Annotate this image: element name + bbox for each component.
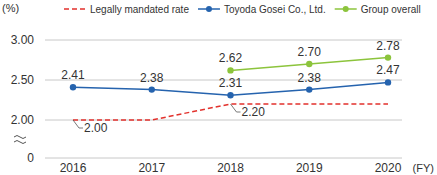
axis-break xyxy=(14,136,26,139)
x-tick-label: 2017 xyxy=(138,161,165,175)
legend-marker xyxy=(206,6,212,12)
grid-line xyxy=(45,40,402,41)
data-label: 2.00 xyxy=(84,121,108,135)
x-tick-label: 2020 xyxy=(375,161,402,175)
data-label: 2.38 xyxy=(140,71,164,85)
legend-swatch xyxy=(64,8,86,10)
y-tick-label: 0 xyxy=(27,151,34,165)
legend-label: Toyoda Gosei Co., Ltd. xyxy=(224,4,326,15)
data-label: 2.41 xyxy=(61,68,85,82)
axis-break xyxy=(14,141,26,144)
x-tick-label: 2018 xyxy=(217,161,244,175)
legend-marker xyxy=(343,6,349,12)
data-labels: 2.00 2.20 2.41 2.38 2.31 2.38 2.47 2.62 2.70 2.78 xyxy=(61,39,400,135)
legend: Legally mandated rate Toyoda Gosei Co., L… xyxy=(64,4,421,15)
point xyxy=(70,84,76,90)
point xyxy=(227,92,233,98)
y-label: (%) xyxy=(2,2,19,14)
series-line xyxy=(231,58,389,71)
data-label: 2.47 xyxy=(376,63,400,77)
series-line xyxy=(73,104,388,120)
point xyxy=(385,54,391,60)
chart: (%) 0 2.00 2.50 3.00 2016 2017 2018 2019 2020 (FY)… xyxy=(0,0,437,175)
point xyxy=(306,86,312,92)
point xyxy=(306,61,312,67)
data-label: 2.31 xyxy=(219,76,243,90)
x-tick-label: 2019 xyxy=(296,161,323,175)
leader-line xyxy=(73,120,83,128)
y-tick-label: 3.00 xyxy=(11,33,35,47)
point xyxy=(227,67,233,73)
x-tick-label: 2016 xyxy=(60,161,87,175)
data-label: 2.62 xyxy=(219,51,243,65)
legend-label: Legally mandated rate xyxy=(90,4,189,15)
data-label: 2.78 xyxy=(376,39,400,53)
data-label: 2.38 xyxy=(298,71,322,85)
point xyxy=(149,86,155,92)
y-tick-label: 2.00 xyxy=(11,113,35,127)
legend-label: Group overall xyxy=(361,4,421,15)
data-label: 2.20 xyxy=(242,105,266,119)
x-label: (FY) xyxy=(413,162,434,174)
data-label: 2.70 xyxy=(298,45,322,59)
leader-line xyxy=(231,104,241,112)
point xyxy=(385,79,391,85)
y-tick-label: 2.50 xyxy=(11,73,35,87)
grid-line xyxy=(45,158,402,159)
